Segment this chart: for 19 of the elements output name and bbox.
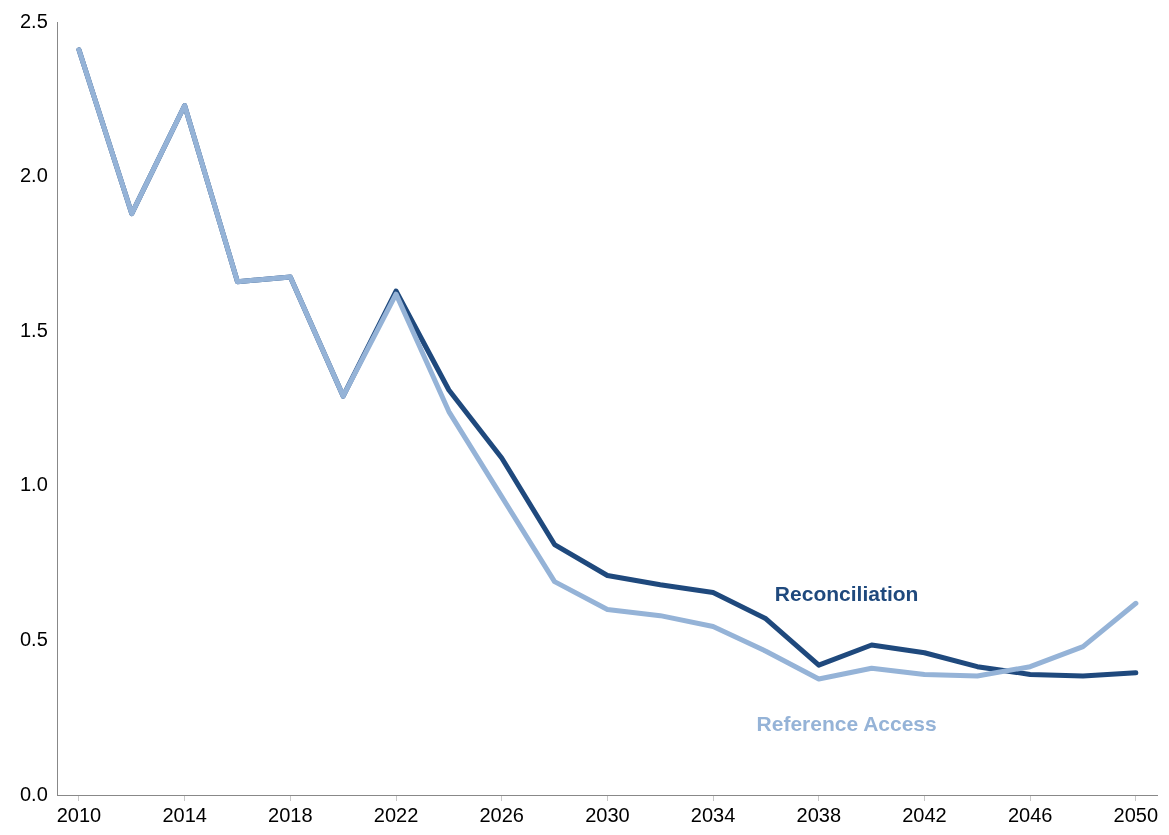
x-tick-label: 2038: [796, 803, 842, 826]
y-tick-label: 1.0: [19, 473, 48, 496]
y-tick-label: 0.0: [19, 782, 48, 805]
x-tick-label: 2050: [1113, 803, 1159, 826]
x-tick-label: 2010: [56, 803, 102, 826]
x-tick-label: 2034: [690, 803, 736, 826]
x-tick-label: 2022: [373, 803, 419, 826]
x-tick-label: 2026: [479, 803, 524, 826]
y-tick-label: 1.5: [19, 318, 48, 341]
x-tick-label: 2014: [162, 803, 207, 826]
y-tick-label: 2.0: [19, 164, 48, 187]
y-tick-label: 2.5: [19, 9, 48, 32]
x-tick-label: 2042: [902, 803, 947, 826]
series-label: Reference Access: [756, 712, 937, 736]
y-tick-label: 0.5: [19, 627, 48, 650]
x-tick-label: 2046: [1007, 803, 1053, 826]
x-tick-label: 2030: [585, 803, 630, 826]
series-label: Reconciliation: [774, 581, 919, 605]
x-tick-label: 2018: [268, 803, 313, 826]
